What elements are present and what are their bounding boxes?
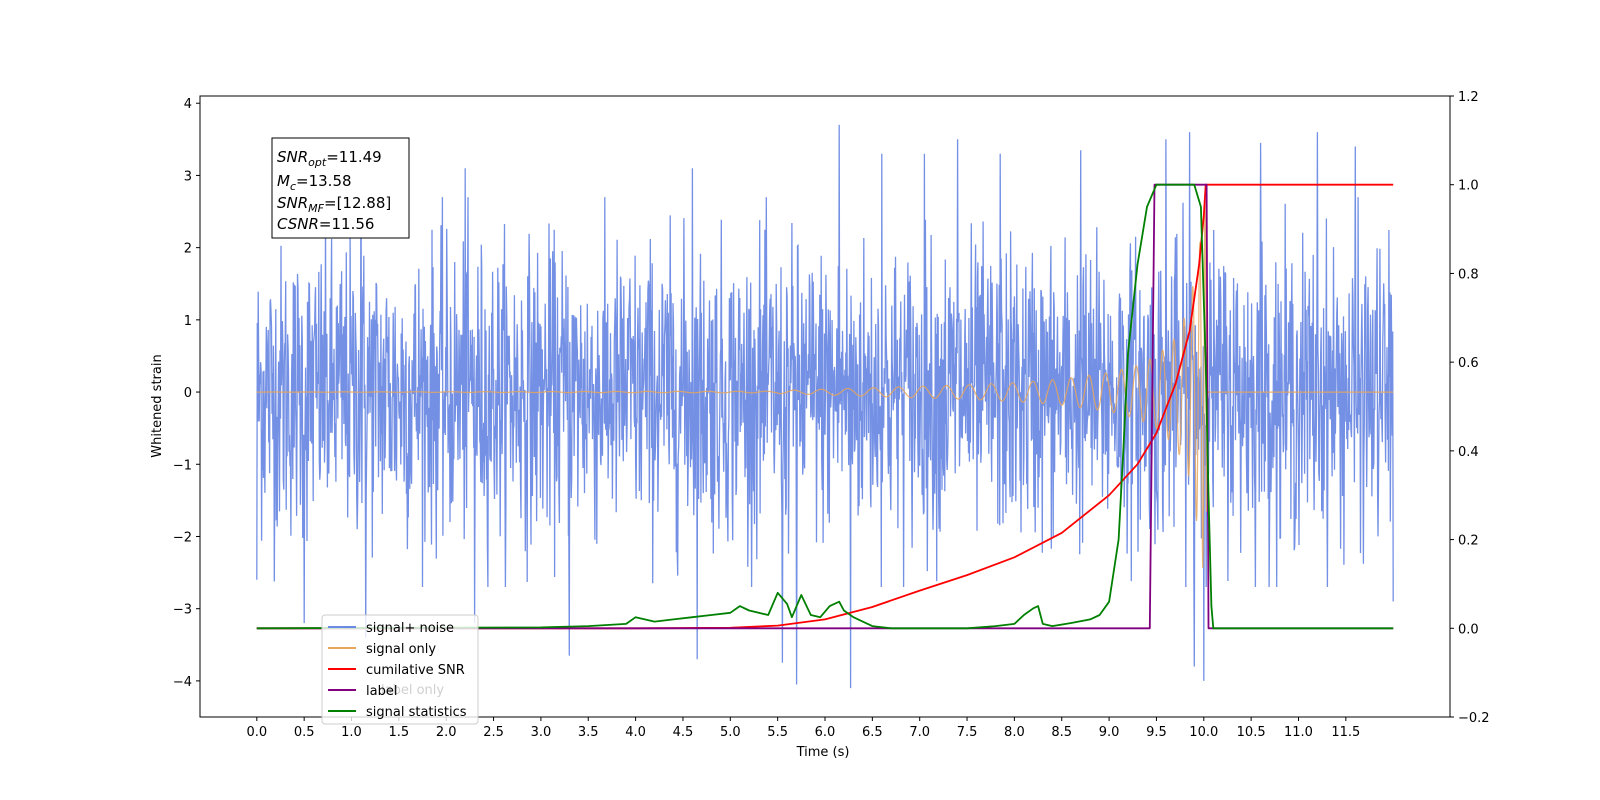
annotation-line-mc: Mc=13.58: [277, 172, 352, 193]
y-tick-label: 2: [184, 242, 192, 257]
x-tick-label: 1.0: [341, 725, 362, 740]
x-tick-label: 11.5: [1331, 725, 1360, 740]
annotation-var: SNR: [277, 148, 308, 166]
x-tick-label: 4.5: [673, 725, 694, 740]
x-tick-label: 6.0: [815, 725, 836, 740]
x-tick-label: 1.5: [389, 725, 410, 740]
signal-only-line: [256, 198, 1394, 568]
legend-label: cumilative SNR: [366, 663, 465, 678]
y2-tick-label: 0.4: [1458, 445, 1479, 460]
x-tick-label: 9.0: [1099, 725, 1120, 740]
annotation-var: SNR: [277, 194, 308, 212]
y-tick-label: −2: [173, 530, 192, 545]
y2-tick-label: 0.6: [1458, 356, 1479, 371]
signal-noise-line: [256, 124, 1394, 689]
y-tick-label: 0: [184, 386, 192, 401]
y-tick-label: −3: [173, 603, 192, 618]
y-tick-label: −4: [173, 675, 192, 690]
annotation-var: M: [277, 172, 290, 190]
x-tick-label: 2.5: [483, 725, 504, 740]
cumilative-snr-line: [256, 183, 1394, 630]
signal-only-series: [256, 198, 1394, 568]
y2-tick-label: 1.2: [1458, 90, 1479, 105]
x-tick-label: 7.0: [909, 725, 930, 740]
x-tick-label: 5.0: [720, 725, 741, 740]
legend-label: signal statistics: [366, 705, 467, 720]
annotation-value: =[12.88]: [324, 194, 391, 212]
x-tick-label: 7.5: [957, 725, 978, 740]
x-tick-label: 0.0: [246, 725, 267, 740]
y2-tick-label: −0.2: [1458, 711, 1490, 726]
legend-item-cumilative-snr: cumilative SNR: [328, 663, 465, 678]
annotation-frame: [271, 137, 410, 239]
y-axis-label: Whitened strain: [150, 354, 165, 457]
y-tick-label: −1: [173, 458, 192, 473]
y-tick-label: 4: [184, 97, 192, 112]
x-axis-ticks: 0.0 0.5 1.0 1.5 2.0 2.5 3.0 3.5 4.0 4.5 5.0 5.5 6.0 6…: [246, 717, 1360, 740]
annotation-value: =11.56: [319, 215, 375, 233]
annotation-sub: MF: [308, 202, 324, 215]
annotation-value: =13.58: [296, 172, 352, 190]
x-tick-label: 5.5: [767, 725, 788, 740]
legend-label: signal only: [366, 642, 436, 657]
y2-axis-ticks: −0.2 0.0 0.2 0.4 0.6 0.8 1.0 1.2: [1450, 90, 1490, 726]
x-tick-label: 3.0: [531, 725, 552, 740]
legend-item-signal-only: signal only: [328, 642, 436, 657]
y2-tick-label: 1.0: [1458, 179, 1479, 194]
y-tick-label: 1: [184, 314, 192, 329]
y2-tick-label: 0.2: [1458, 534, 1479, 549]
annotation-line-snr-mf: SNRMF=[12.88]: [277, 194, 391, 215]
legend-frame: [321, 614, 479, 725]
annotation-value: =11.49: [326, 148, 382, 166]
x-tick-label: 3.5: [578, 725, 599, 740]
legend-label: signal+ noise: [366, 621, 454, 636]
legend: label only signal+ noise signal only cumil…: [321, 614, 479, 725]
legend-overlay-text: label only: [381, 683, 444, 698]
annotation-line-csnr: CSNR=11.56: [277, 215, 374, 233]
y-tick-label: 3: [184, 169, 192, 184]
x-tick-label: 11.0: [1284, 725, 1313, 740]
x-tick-label: 8.5: [1051, 725, 1072, 740]
annotation-sub: c: [290, 180, 296, 193]
annotation-var: CSNR: [277, 215, 319, 233]
legend-item-label: label: [328, 684, 397, 699]
x-tick-label: 2.0: [436, 725, 457, 740]
annotation-sub: opt: [308, 156, 327, 169]
signal-statistics-line: [256, 183, 1394, 630]
y2-tick-label: 0.0: [1458, 622, 1479, 637]
x-tick-label: 0.5: [294, 725, 315, 740]
annotation-line-snr-opt: SNRopt=11.49: [277, 148, 382, 169]
annotation-box: SNRopt=11.49 Mc=13.58 SNRMF=[12.88] CSNR…: [271, 137, 410, 239]
x-tick-label: 10.5: [1237, 725, 1266, 740]
x-tick-label: 4.0: [625, 725, 646, 740]
x-tick-label: 9.5: [1146, 725, 1167, 740]
signal-noise-series: [256, 124, 1394, 689]
legend-item-signal-statistics: signal statistics: [328, 705, 467, 720]
plot-area: [256, 124, 1394, 689]
x-axis-label: Time (s): [796, 745, 850, 760]
right-axis-series: [256, 183, 1394, 630]
x-tick-label: 10.0: [1189, 725, 1218, 740]
x-tick-label: 8.0: [1004, 725, 1025, 740]
legend-item-signal-noise: signal+ noise: [328, 621, 454, 636]
y2-tick-label: 0.8: [1458, 267, 1479, 282]
legend-label: label: [366, 684, 397, 699]
y-axis-ticks: −4 −3 −2 −1 0 1 2 3 4: [173, 97, 200, 690]
x-tick-label: 6.5: [862, 725, 883, 740]
